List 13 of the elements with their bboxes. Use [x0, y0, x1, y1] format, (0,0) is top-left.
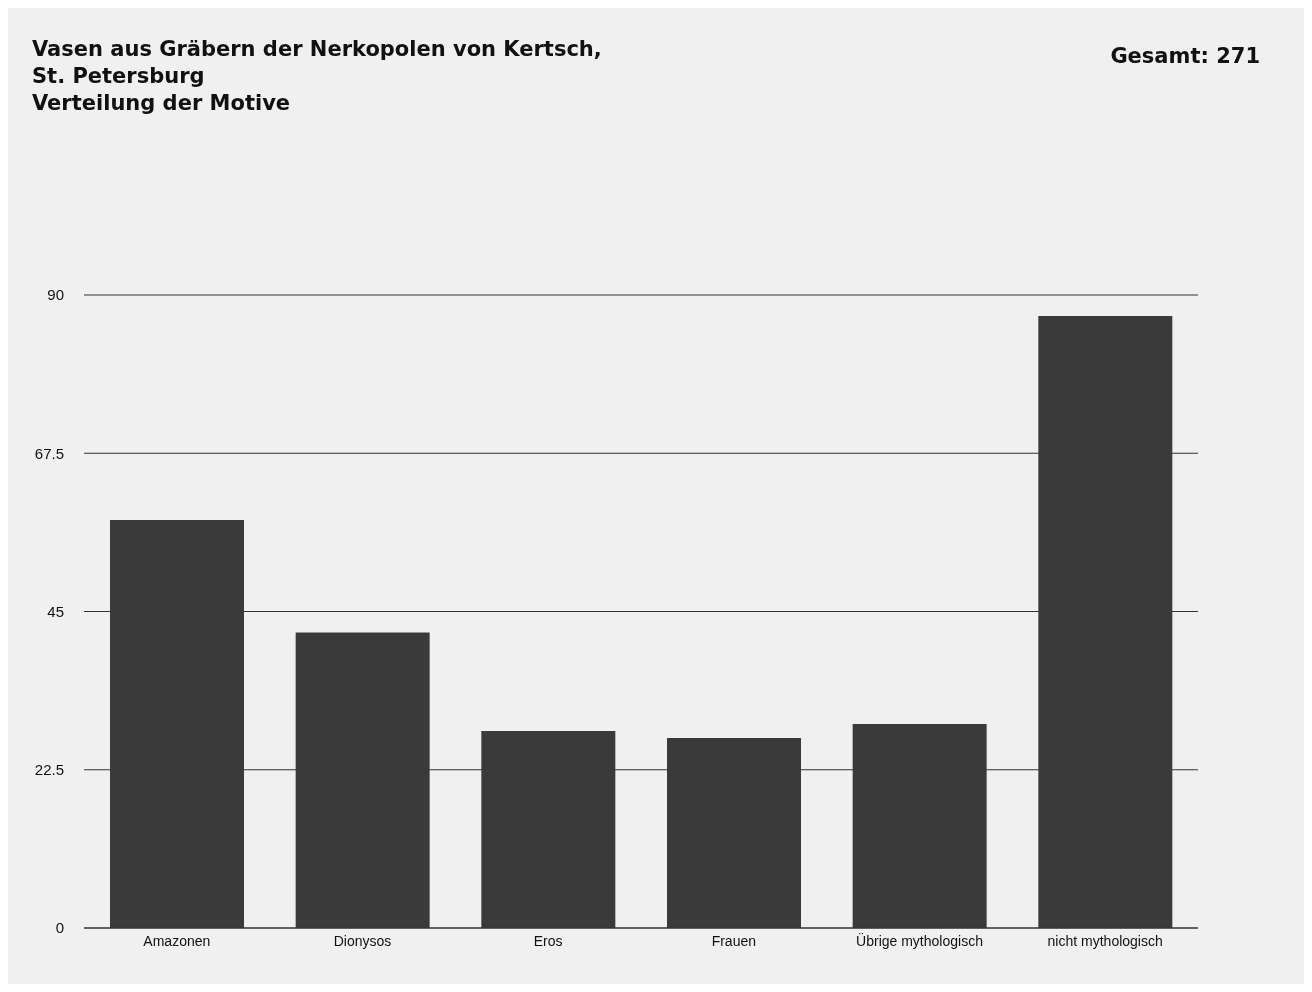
text: Gesamt: 271	[1110, 44, 1260, 68]
x-tick-label: Amazonen	[143, 932, 211, 949]
y-tick-label: 90	[47, 286, 64, 304]
x-tick-label: nicht mythologisch	[1047, 932, 1163, 949]
x-tick-label: Übrige mythologisch	[856, 931, 983, 949]
y-tick-label: 45	[47, 602, 64, 620]
y-tick-label: 0	[55, 919, 64, 937]
x-tick-label: Frauen	[711, 932, 757, 949]
x-tick-label: Eros	[533, 932, 563, 949]
chart-title: Vasen aus Gräbern der Nerkopolen von Kertsch, St. Petersburg Verteilung der Motive	[32, 36, 602, 117]
x-tick-label: Dionysos	[333, 932, 392, 949]
y-tick-label: 67.5	[34, 444, 64, 462]
y-tick-label: 22.5	[34, 761, 64, 779]
